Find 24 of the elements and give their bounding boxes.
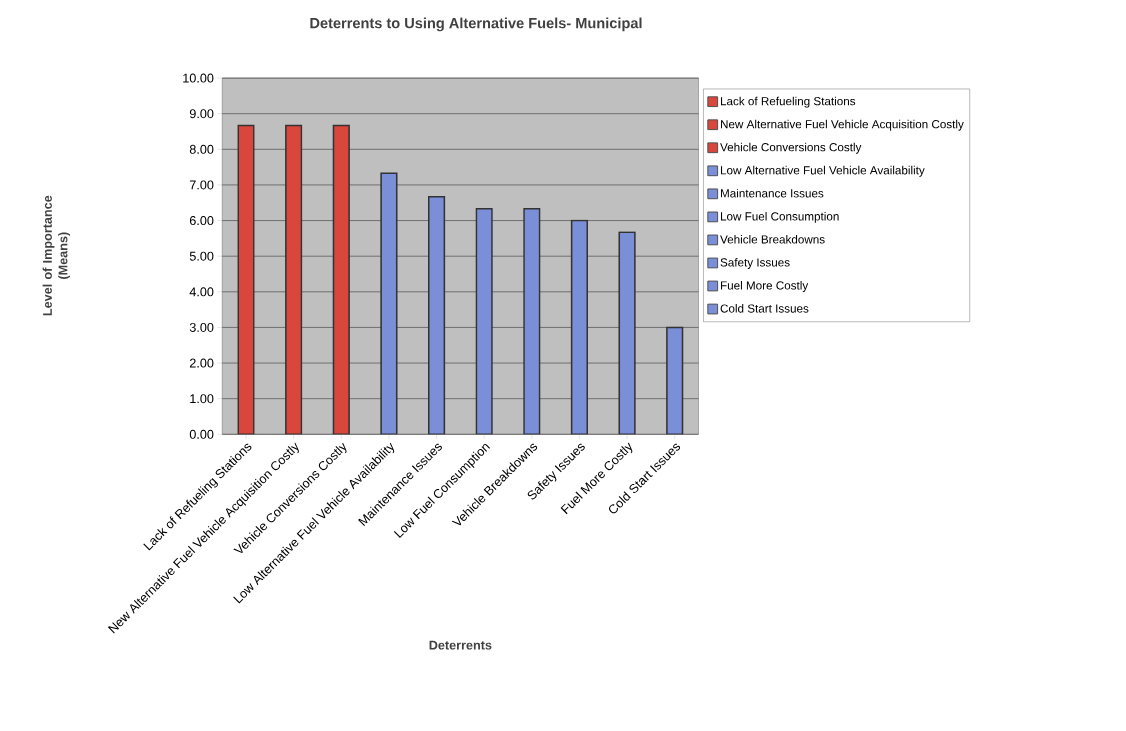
legend-label: Low Fuel Consumption xyxy=(720,211,839,223)
x-axis-title: Deterrents xyxy=(429,640,492,650)
y-tick-label: 1.00 xyxy=(190,394,214,404)
y-tick-label: 9.00 xyxy=(189,109,214,119)
y-tick-label: 2.00 xyxy=(189,358,214,368)
legend-label: Maintenance Issues xyxy=(720,188,824,198)
y-tick-label: 10.00 xyxy=(183,73,214,83)
legend-label: New Alternative Fuel Vehicle Acquisition Costly xyxy=(720,119,964,131)
legend-label: Vehicle Conversions Costly xyxy=(720,142,862,154)
y-tick-label: 4.00 xyxy=(189,287,214,297)
y-tick-label: 8.00 xyxy=(189,144,214,154)
legend-label: Safety Issues xyxy=(720,258,790,269)
y-tick-label: 6.00 xyxy=(189,216,214,226)
legend-label: Lack of Refueling Stations xyxy=(720,96,856,108)
legend-label: Fuel More Costly xyxy=(720,281,809,292)
y-tick-label: 3.00 xyxy=(189,322,214,332)
y-tick-label: 5.00 xyxy=(189,251,214,261)
legend-label: Vehicle Breakdowns xyxy=(720,234,825,244)
chart-title: Deterrents to Using Alternative Fuels- Municipal xyxy=(310,17,642,32)
y-tick-label: 7.00 xyxy=(189,180,214,190)
legend-label: Cold Start Issues xyxy=(720,304,809,313)
legend-label: Low Alternative Fuel Vehicle Availability xyxy=(720,165,925,177)
y-axis-title: Level of Importance (Means) xyxy=(42,195,70,316)
y-tick-label: 0.00 xyxy=(189,429,214,439)
